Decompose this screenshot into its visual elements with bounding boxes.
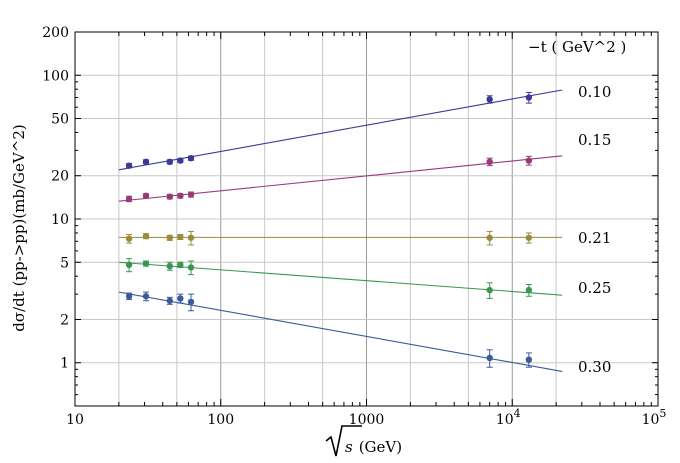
y-tick-label: 50	[51, 112, 69, 128]
series-0.15: 0.15	[118, 131, 611, 203]
data-point	[187, 298, 195, 306]
data-point	[187, 264, 195, 271]
data-point	[525, 356, 533, 363]
y-tick-label: 5	[60, 255, 69, 271]
x-axis-label-text: s (GeV)	[345, 438, 402, 456]
series-label: 0.10	[578, 83, 611, 101]
data-point	[486, 286, 493, 294]
data-point	[486, 354, 493, 362]
data-point	[177, 157, 184, 164]
data-point	[166, 262, 173, 270]
data-point	[525, 286, 533, 294]
data-point	[142, 192, 150, 200]
series-label: 0.21	[578, 229, 611, 247]
data-point	[187, 234, 195, 241]
y-tick-label: 10	[51, 212, 69, 228]
data-point	[125, 162, 133, 169]
data-point	[142, 158, 150, 166]
data-point	[187, 191, 195, 198]
data-point	[525, 94, 533, 101]
y-tick-label: 1	[60, 356, 69, 372]
series-0.25: 0.25	[118, 258, 611, 299]
x-axis-label: s (GeV)	[325, 425, 402, 457]
y-tick-label: 2	[60, 312, 69, 328]
x-tick-label: 10	[66, 412, 84, 428]
data-point	[177, 295, 184, 302]
data-point	[142, 232, 150, 240]
x-tick-label: 104	[496, 407, 521, 428]
series-0.30: 0.30	[118, 291, 611, 376]
series-0.21: 0.21	[118, 229, 611, 247]
y-tick-label: 20	[51, 169, 69, 185]
series-label: 0.25	[578, 279, 611, 297]
data-point	[166, 193, 173, 200]
data-point	[525, 157, 533, 164]
data-point	[187, 154, 195, 162]
x-tick-label: 100	[207, 412, 234, 428]
data-point	[166, 158, 173, 166]
data-point	[525, 234, 533, 241]
data-point	[166, 297, 173, 304]
fit-line	[118, 89, 563, 171]
legend-title: −t ( GeV^2 )	[528, 38, 626, 56]
grid	[75, 32, 658, 406]
data-point	[142, 293, 150, 300]
data-point	[125, 195, 133, 203]
data-point	[142, 260, 150, 267]
data-point	[486, 96, 493, 103]
data-point	[177, 233, 184, 241]
y-tick-label: 200	[42, 25, 69, 41]
sqrt-symbol-icon	[325, 425, 362, 457]
series-label: 0.30	[578, 358, 611, 376]
fit-line	[118, 261, 563, 296]
y-axis-label: dσ/dt (pp->pp)(mb/GeV^2)	[10, 124, 28, 331]
data-point	[177, 192, 184, 200]
data-point	[166, 234, 173, 241]
y-tick-label: 100	[42, 68, 69, 84]
data-point	[125, 235, 133, 242]
fit-line	[118, 291, 563, 372]
data-point	[125, 261, 133, 269]
data-point	[177, 261, 184, 269]
data-point	[125, 293, 133, 300]
x-tick-label: 105	[642, 407, 667, 428]
series-0.10: 0.10	[118, 83, 611, 171]
series-layer: 0.10 0.15 0.21 0.25 0.30	[118, 83, 611, 376]
axis-ticks: 10 100 1000 104 105 1 2 5 10 20 50 100 200	[42, 25, 666, 428]
data-point	[486, 234, 493, 241]
fit-line	[118, 155, 563, 202]
data-point	[486, 158, 493, 166]
series-label: 0.15	[578, 131, 611, 149]
x-tick-label: 1000	[349, 412, 385, 428]
